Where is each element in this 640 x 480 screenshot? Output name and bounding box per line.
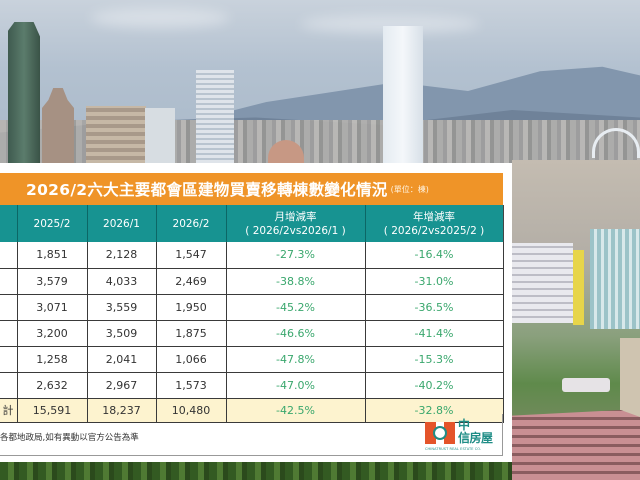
mom-rate: -27.3% [225,242,366,269]
value-2026-2: 1,573 [155,372,227,399]
globe-icon [433,426,447,440]
table-row: 3,579 4,033 2,469 -38.8% -31.0% [0,268,504,295]
header-mom: 月增減率( 2026/2vs2026/1 ) [226,205,366,242]
yoy-rate: -31.0% [364,268,504,295]
title-bar: 2026/2六大主要都會區建物買賣移轉棟數變化情況 (單位：棟) [0,173,503,205]
teal-glass-building [590,229,640,329]
total-row: 計 15,591 18,237 10,480 -42.5% -32.8% [0,398,504,423]
stats-card: 2026/2六大主要都會區建物買賣移轉棟數變化情況 (單位：棟) 2025/2 … [0,163,512,462]
transfer-stats-table: 2025/2 2026/1 2026/2 月增減率( 2026/2vs2026/… [0,205,504,423]
white-building [145,108,175,168]
spire-building [42,88,74,168]
total-2026-1: 18,237 [86,398,157,423]
value-2026-2: 2,469 [155,268,227,295]
cloud [90,8,230,28]
total-mom-rate: -42.5% [225,398,366,423]
table-row: 3,071 3,559 1,950 -45.2% -36.5% [0,294,504,321]
table-row: 3,200 3,509 1,875 -46.6% -41.4% [0,320,504,347]
region-cell [0,294,18,321]
white-apartment [511,243,573,323]
value-2026-1: 2,128 [86,242,157,269]
white-tower [196,70,234,168]
card-footer: 各都地政局,如有異動以官方公告為準 中 信房屋 CHINATRUST REAL … [0,414,503,456]
yoy-rate: -16.4% [364,242,504,269]
region-cell [0,320,18,347]
tree-canopy [0,462,512,480]
table-row: 1,851 2,128 1,547 -27.3% -16.4% [0,242,504,269]
yoy-rate: -41.4% [364,320,504,347]
value-2026-1: 2,967 [86,372,157,399]
total-yoy-rate: -32.8% [364,398,504,423]
value-2026-1: 2,041 [86,346,157,373]
region-cell [0,346,18,373]
yoy-rate: -15.3% [364,346,504,373]
bus [562,378,610,392]
value-2026-2: 1,950 [155,294,227,321]
green-skyscraper [8,22,40,167]
value-2025-2: 1,258 [16,346,88,373]
value-2026-2: 1,547 [155,242,227,269]
region-cell [0,372,18,399]
cloud [300,15,480,33]
header-region [0,205,18,242]
region-cell [0,268,18,295]
total-2026-2: 10,480 [155,398,227,423]
mom-rate: -47.8% [225,346,366,373]
logo-text-line2: 信房屋 [458,431,493,445]
total-label: 計 [0,398,18,423]
value-2025-2: 1,851 [16,242,88,269]
mom-rate: -46.6% [225,320,366,347]
mom-rate: -38.8% [225,268,366,295]
yoy-rate: -36.5% [364,294,504,321]
value-2026-2: 1,066 [155,346,227,373]
source-note: 各都地政局,如有異動以官方公告為準 [0,433,139,443]
card-title: 2026/2六大主要都會區建物買賣移轉棟數變化情況 [26,181,388,199]
value-2026-1: 3,509 [86,320,157,347]
cream-building [620,338,640,418]
pink-building [512,410,640,480]
table-row: 1,258 2,041 1,066 -47.8% -15.3% [0,346,504,373]
logo-text-line1: 中 [458,418,471,432]
header-2025-2: 2025/2 [17,205,88,242]
arch-bridge [592,128,640,158]
total-2025-2: 15,591 [16,398,88,423]
value-2026-1: 4,033 [86,268,157,295]
beige-building [86,106,146,168]
header-2026-1: 2026/1 [87,205,157,242]
tall-white-tower [383,26,423,168]
value-2026-2: 1,875 [155,320,227,347]
chinatrust-logo: 中 信房屋 CHINATRUST REAL ESTATE CO. [425,418,501,453]
logo-english-text: CHINATRUST REAL ESTATE CO. [425,447,482,451]
value-2025-2: 3,200 [16,320,88,347]
yellow-facade [573,250,584,325]
table-header-row: 2025/2 2026/1 2026/2 月增減率( 2026/2vs2026/… [0,205,504,242]
region-cell [0,242,18,269]
header-yoy: 年增減率( 2026/2vs2025/2 ) [365,205,504,242]
value-2026-1: 3,559 [86,294,157,321]
mom-rate: -47.0% [225,372,366,399]
value-2025-2: 3,071 [16,294,88,321]
value-2025-2: 2,632 [16,372,88,399]
mom-rate: -45.2% [225,294,366,321]
yoy-rate: -40.2% [364,372,504,399]
table-row: 2,632 2,967 1,573 -47.0% -40.2% [0,372,504,399]
header-2026-2: 2026/2 [156,205,227,242]
value-2025-2: 3,579 [16,268,88,295]
unit-label: (單位：棟) [390,184,429,194]
